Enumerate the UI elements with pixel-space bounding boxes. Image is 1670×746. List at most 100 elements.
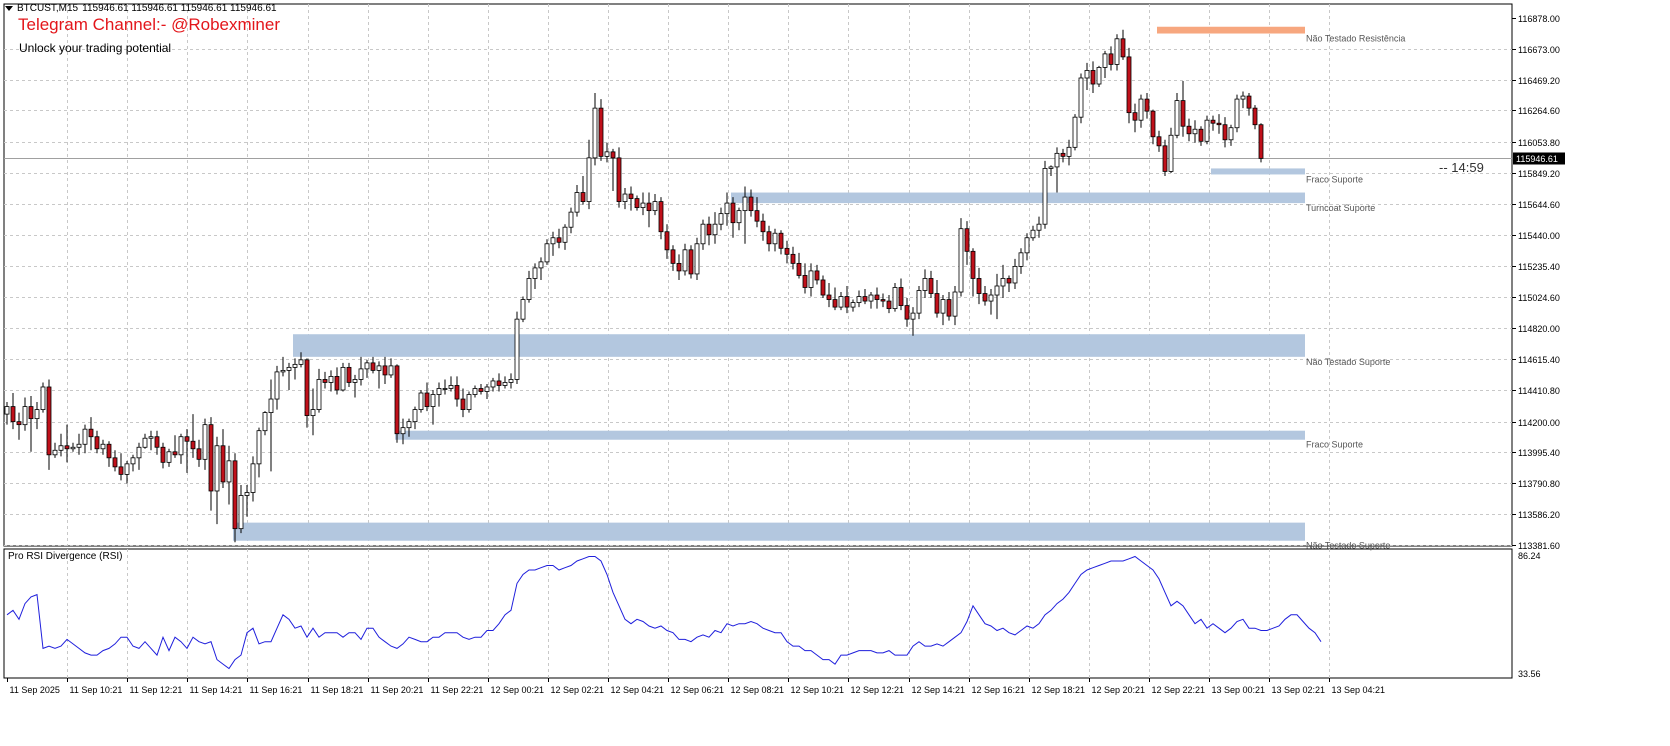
- candle-bull[interactable]: [1078, 77, 1084, 118]
- candle-bull[interactable]: [838, 296, 844, 308]
- candle-bear[interactable]: [1090, 70, 1096, 85]
- candle-bull[interactable]: [286, 366, 292, 371]
- candle-bear[interactable]: [802, 275, 808, 288]
- candle-bear[interactable]: [94, 436, 100, 450]
- candle-bear[interactable]: [946, 299, 952, 317]
- candle-bull[interactable]: [364, 362, 370, 370]
- candle-bull[interactable]: [604, 151, 610, 157]
- candle-bear[interactable]: [1156, 136, 1162, 147]
- candle-bull[interactable]: [910, 312, 916, 320]
- candle-bear[interactable]: [826, 294, 832, 300]
- candle-bear[interactable]: [646, 202, 652, 212]
- candle-bull[interactable]: [388, 365, 394, 376]
- candle-bull[interactable]: [640, 202, 646, 209]
- candle-bear[interactable]: [1258, 124, 1264, 159]
- candle-bear[interactable]: [64, 445, 70, 450]
- candle-bear[interactable]: [1162, 145, 1168, 172]
- candle-bear[interactable]: [1222, 124, 1228, 141]
- zone-resistance[interactable]: [1157, 26, 1305, 34]
- candle-bull[interactable]: [448, 385, 454, 389]
- candle-bull[interactable]: [130, 457, 136, 465]
- candle-bear[interactable]: [382, 365, 388, 376]
- candle-bear[interactable]: [46, 386, 52, 456]
- candle-bull[interactable]: [514, 318, 520, 380]
- candle-bear[interactable]: [862, 296, 868, 302]
- candle-bull[interactable]: [994, 285, 1000, 296]
- candle-bull[interactable]: [850, 302, 856, 308]
- candle-bull[interactable]: [292, 363, 298, 368]
- candle-bear[interactable]: [634, 198, 640, 209]
- candle-bull[interactable]: [592, 107, 598, 159]
- candle-bull[interactable]: [586, 157, 592, 202]
- candle-bull[interactable]: [1168, 134, 1174, 172]
- candle-bull[interactable]: [418, 392, 424, 410]
- candle-bear[interactable]: [424, 392, 430, 407]
- candle-bull[interactable]: [1066, 146, 1072, 157]
- candle-bull[interactable]: [1234, 98, 1240, 129]
- candle-bear[interactable]: [748, 196, 754, 212]
- candle-bear[interactable]: [1252, 107, 1258, 126]
- candle-bull[interactable]: [1114, 38, 1120, 65]
- candle-bear[interactable]: [496, 380, 502, 386]
- candle-bull[interactable]: [238, 495, 244, 530]
- candle-bear[interactable]: [706, 223, 712, 236]
- candle-bull[interactable]: [262, 412, 268, 432]
- candle-bull[interactable]: [280, 369, 286, 373]
- candle-bull[interactable]: [148, 436, 154, 439]
- candle-bear[interactable]: [898, 287, 904, 306]
- candle-bull[interactable]: [568, 211, 574, 228]
- candle-bear[interactable]: [982, 293, 988, 302]
- candle-bull[interactable]: [400, 427, 406, 435]
- candle-bull[interactable]: [694, 243, 700, 275]
- candle-bull[interactable]: [430, 394, 436, 407]
- candle-bull[interactable]: [436, 388, 442, 395]
- candle-bear[interactable]: [688, 249, 694, 275]
- candle-bear[interactable]: [886, 300, 892, 310]
- candle-bull[interactable]: [916, 290, 922, 314]
- candle-bull[interactable]: [274, 371, 280, 400]
- candle-bull[interactable]: [82, 428, 88, 445]
- candle-bear[interactable]: [676, 262, 682, 272]
- candle-bull[interactable]: [1054, 152, 1060, 168]
- candle-bear[interactable]: [1246, 95, 1252, 109]
- candle-bear[interactable]: [844, 296, 850, 308]
- candle-bull[interactable]: [268, 398, 274, 414]
- candle-bull[interactable]: [1048, 166, 1054, 169]
- candle-bull[interactable]: [724, 202, 730, 215]
- candle-bear[interactable]: [934, 293, 940, 314]
- candle-bear[interactable]: [160, 446, 166, 463]
- zone-support[interactable]: [233, 522, 1305, 541]
- candle-bear[interactable]: [664, 231, 670, 251]
- candle-bear[interactable]: [1216, 122, 1222, 126]
- candle-bull[interactable]: [352, 379, 358, 383]
- candle-bull[interactable]: [988, 294, 994, 302]
- candle-bull[interactable]: [178, 436, 184, 456]
- candle-bull[interactable]: [742, 196, 748, 212]
- candle-bull[interactable]: [226, 460, 232, 483]
- candle-bear[interactable]: [832, 299, 838, 308]
- candle-bull[interactable]: [466, 394, 472, 410]
- candle-bear[interactable]: [334, 376, 340, 391]
- candle-bull[interactable]: [256, 430, 262, 465]
- candle-bear[interactable]: [28, 406, 34, 420]
- candle-bear[interactable]: [610, 151, 616, 159]
- zone-support[interactable]: [293, 334, 1305, 357]
- candle-bear[interactable]: [778, 232, 784, 249]
- candle-bear[interactable]: [304, 359, 310, 417]
- candle-bear[interactable]: [754, 210, 760, 222]
- candle-bull[interactable]: [328, 376, 334, 383]
- candle-bull[interactable]: [484, 386, 490, 392]
- candle-bear[interactable]: [1132, 112, 1138, 121]
- candle-bull[interactable]: [244, 492, 250, 496]
- candle-bear[interactable]: [184, 436, 190, 442]
- candle-bull[interactable]: [76, 443, 82, 448]
- candle-bull[interactable]: [712, 223, 718, 236]
- candle-bull[interactable]: [1030, 229, 1036, 239]
- candle-bear[interactable]: [1108, 53, 1114, 65]
- candle-bear[interactable]: [904, 305, 910, 320]
- candle-bull[interactable]: [922, 278, 928, 291]
- candle-bear[interactable]: [1060, 152, 1066, 157]
- candle-bear[interactable]: [16, 421, 22, 426]
- candle-bull[interactable]: [1000, 278, 1006, 287]
- candle-bear[interactable]: [976, 278, 982, 294]
